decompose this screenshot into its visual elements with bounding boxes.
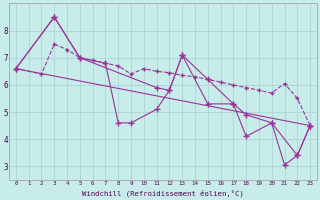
X-axis label: Windchill (Refroidissement éolien,°C): Windchill (Refroidissement éolien,°C)	[82, 189, 244, 197]
